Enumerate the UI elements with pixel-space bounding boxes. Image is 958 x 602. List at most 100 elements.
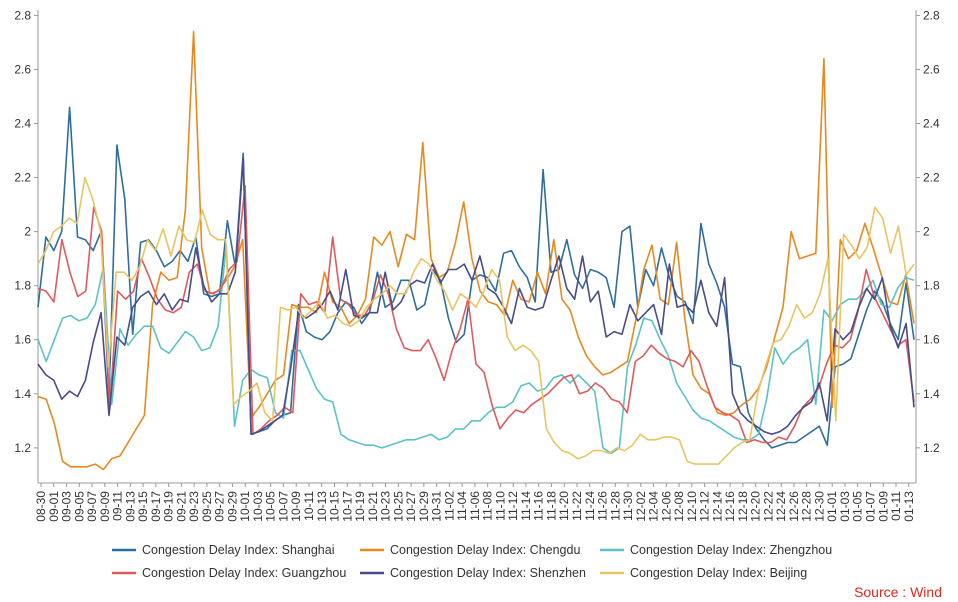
x-tick-label: 09-09 xyxy=(98,491,112,522)
x-tick-label: 12-20 xyxy=(749,491,763,522)
x-tick-label: 09-01 xyxy=(47,491,61,522)
x-tick-label: 11-02 xyxy=(442,491,456,521)
x-tick-label: 09-13 xyxy=(123,491,137,522)
series-line-2 xyxy=(37,30,915,471)
y-tick-label-left: 1.4 xyxy=(14,387,31,401)
y-tick-label-right: 1.2 xyxy=(923,441,940,455)
x-tick-label: 12-26 xyxy=(787,491,801,522)
y-tick-label-left: 2.6 xyxy=(14,62,31,76)
x-tick-label: 09-17 xyxy=(149,491,163,522)
x-tick-label: 10-29 xyxy=(417,491,431,522)
x-tick-label: 12-16 xyxy=(723,491,737,522)
series-line-5 xyxy=(37,157,915,436)
x-tick-label: 01-07 xyxy=(864,491,878,522)
x-tick-label: 12-08 xyxy=(672,491,686,522)
series-line-4 xyxy=(37,184,915,444)
x-tick-label: 10-05 xyxy=(264,491,278,522)
x-tick-label: 09-23 xyxy=(187,491,201,522)
x-tick-label: 09-05 xyxy=(72,491,86,522)
x-tick-label: 09-25 xyxy=(200,491,214,522)
x-tick-label: 09-07 xyxy=(85,491,99,522)
x-tick-label: 11-10 xyxy=(493,491,507,521)
x-tick-label: 10-13 xyxy=(315,491,329,522)
x-tick-label: 12-22 xyxy=(761,491,775,522)
series-layer xyxy=(37,30,915,471)
x-tick-label: 12-12 xyxy=(698,491,712,522)
x-tick-label: 01-13 xyxy=(902,491,916,522)
x-tick-label: 11-20 xyxy=(557,491,571,521)
x-tick-label: 09-15 xyxy=(136,491,150,522)
x-tick-label: 11-12 xyxy=(506,491,520,521)
y-tick-label-right: 2.2 xyxy=(923,171,940,185)
x-tick-label: 10-17 xyxy=(340,491,354,522)
x-tick-label: 10-11 xyxy=(302,491,316,521)
x-tick-label: 11-24 xyxy=(583,491,597,521)
legend-label: Congestion Delay Index: Chengdu xyxy=(390,543,580,557)
x-tick-label: 10-15 xyxy=(328,491,342,522)
x-tick-label: 12-02 xyxy=(634,491,648,522)
x-tick-label: 10-21 xyxy=(366,491,380,522)
source-label: Source : Wind xyxy=(854,584,942,600)
x-tick-label: 12-28 xyxy=(800,491,814,522)
x-tick-label: 01-03 xyxy=(838,491,852,522)
y-tick-label-left: 1.6 xyxy=(14,333,31,347)
x-tick-label: 12-30 xyxy=(812,491,826,522)
x-tick-label: 11-08 xyxy=(481,491,495,521)
x-tick-label: 11-16 xyxy=(532,491,546,521)
x-tick-label: 12-18 xyxy=(736,491,750,522)
x-tick-label: 10-09 xyxy=(289,491,303,522)
y-tick-label-left: 2.8 xyxy=(14,8,31,22)
x-tick-label: 11-26 xyxy=(596,491,610,521)
x-tick-label: 12-04 xyxy=(647,491,661,522)
axes-layer: 1.2 1.2 1.4 1.4 1.6 1.6 1.8 1.8 2 2 2.2 2.2 2.4 2.4 2.… xyxy=(14,8,940,521)
x-tick-label: 10-27 xyxy=(404,491,418,522)
x-tick-label: 12-10 xyxy=(685,491,699,522)
x-tick-label: 11-28 xyxy=(608,491,622,521)
x-tick-label: 10-07 xyxy=(276,491,290,522)
series-line-6 xyxy=(37,176,915,465)
y-tick-label-right: 2.8 xyxy=(923,8,940,22)
x-tick-label: 12-06 xyxy=(659,491,673,522)
x-tick-label: 08-30 xyxy=(34,491,48,522)
x-tick-label: 11-22 xyxy=(570,491,584,521)
x-tick-label: 01-05 xyxy=(851,491,865,522)
x-tick-label: 11-04 xyxy=(455,491,469,521)
x-tick-label: 09-29 xyxy=(225,491,239,522)
y-tick-label-right: 2.4 xyxy=(923,117,940,131)
y-tick-label-left: 1.2 xyxy=(14,441,31,455)
x-tick-label: 09-11 xyxy=(111,491,125,521)
legend-label: Congestion Delay Index: Shanghai xyxy=(142,543,335,557)
x-tick-label: 09-27 xyxy=(213,491,227,522)
y-tick-label-right: 1.4 xyxy=(923,387,940,401)
legend-label: Congestion Delay Index: Zhengzhou xyxy=(630,543,832,557)
y-tick-label-left: 2.2 xyxy=(14,171,31,185)
y-tick-label-right: 1.6 xyxy=(923,333,940,347)
x-tick-label: 12-14 xyxy=(710,491,724,522)
x-tick-label: 10-03 xyxy=(251,491,265,522)
x-tick-label: 11-18 xyxy=(544,491,558,521)
y-tick-label-right: 1.8 xyxy=(923,279,940,293)
x-tick-label: 01-09 xyxy=(876,491,890,522)
legend-label: Congestion Delay Index: Shenzhen xyxy=(390,566,586,580)
x-tick-label: 09-03 xyxy=(60,491,74,522)
y-tick-label-right: 2.6 xyxy=(923,62,940,76)
x-tick-label: 09-19 xyxy=(162,491,176,522)
x-tick-label: 01-11 xyxy=(889,491,903,521)
x-tick-label: 12-24 xyxy=(774,491,788,522)
series-line-3 xyxy=(37,244,915,455)
x-tick-label: 10-19 xyxy=(353,491,367,522)
legend-label: Congestion Delay Index: Beijing xyxy=(630,566,807,580)
x-tick-label: 11-06 xyxy=(468,491,482,521)
y-tick-label-left: 1.8 xyxy=(14,279,31,293)
x-tick-label: 10-23 xyxy=(379,491,393,522)
x-tick-label: 10-01 xyxy=(238,491,252,522)
y-tick-label-right: 2 xyxy=(923,225,930,239)
x-tick-label: 09-21 xyxy=(174,491,188,522)
x-tick-label: 01-01 xyxy=(825,491,839,522)
y-tick-label-left: 2.4 xyxy=(14,117,31,131)
x-tick-label: 11-30 xyxy=(621,491,635,521)
legend: Congestion Delay Index: Shanghai Congesti… xyxy=(112,543,832,580)
x-tick-label: 11-14 xyxy=(519,491,533,521)
